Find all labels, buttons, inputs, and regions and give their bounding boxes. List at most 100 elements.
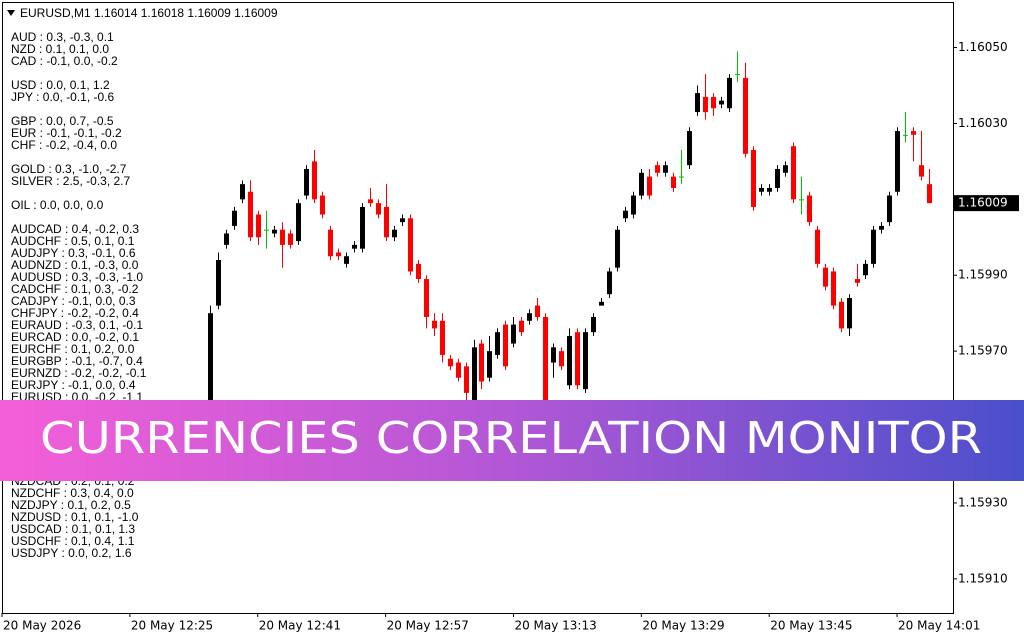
candle-body: [879, 225, 884, 230]
x-tick-label: 20 May 12:25: [131, 619, 213, 633]
correlation-line: AUDJPY : 0.3, -0.1, 0.6: [11, 246, 136, 260]
candle-body: [296, 203, 301, 242]
plot-frame: [2, 2, 954, 614]
x-tick-label: 20 May 13:13: [514, 619, 596, 633]
candle-body: [791, 146, 796, 200]
candle-body: [863, 263, 868, 276]
candle-body: [336, 252, 341, 257]
correlation-line: USDJPY : 0.0, 0.2, 1.6: [11, 546, 132, 560]
candle-body: [360, 206, 365, 249]
candle-body: [408, 218, 413, 272]
candle-body: [647, 176, 652, 196]
y-tick-label: 1.15970: [958, 344, 1008, 358]
candle-body: [416, 263, 421, 280]
candle-body: [623, 210, 628, 219]
candle-body: [855, 279, 860, 283]
candle-body: [535, 305, 540, 317]
axes: 1.16050 1.16030 1.15990 1.15970 1.15930 1.159…: [1, 40, 1019, 633]
y-tick-label: 1.15930: [958, 495, 1008, 509]
correlation-line: NZDJPY : 0.1, 0.2, 0.5: [11, 498, 131, 512]
candle-body: [551, 347, 556, 363]
correlation-line: GOLD : 0.3, -1.0, -2.7: [11, 162, 127, 176]
candle-body: [400, 218, 405, 223]
candle-body: [655, 165, 660, 173]
candle-body: [559, 351, 564, 367]
candle-body: [887, 195, 892, 223]
candles: [208, 51, 932, 409]
candle-body: [424, 279, 429, 317]
correlation-line: CAD : -0.1, 0.0, -0.2: [11, 54, 118, 68]
candle-body: [735, 74, 740, 76]
candle-body: [248, 191, 253, 238]
candle-body: [903, 134, 908, 136]
correlation-line: AUDUSD : 0.3, -0.3, -1.0: [11, 270, 143, 284]
correlation-line: EURNZD : -0.2, -0.2, -0.1: [11, 366, 147, 380]
candle-body: [831, 271, 836, 306]
candle-body: [495, 332, 500, 355]
candle-body: [799, 199, 804, 201]
correlation-line: EURCHF : 0.1, 0.2, 0.0: [11, 342, 135, 356]
correlation-line: AUDCHF : 0.5, 0.1, 0.1: [11, 234, 135, 248]
candle-body: [479, 343, 484, 382]
candle-body: [432, 320, 437, 329]
y-tick-label: 1.16050: [958, 40, 1008, 54]
candle-body: [280, 229, 285, 245]
candle-body: [240, 184, 245, 200]
candle-body: [711, 96, 716, 109]
candle-body: [583, 332, 588, 390]
correlation-line: AUDNZD : 0.1, -0.3, 0.0: [11, 258, 139, 272]
candle-body: [264, 229, 269, 231]
candle-body: [919, 165, 924, 177]
candle-body: [575, 332, 580, 386]
correlation-line: EURCAD : 0.0, -0.2, 0.1: [11, 330, 139, 344]
correlation-line: AUDCAD : 0.4, -0.2, 0.3: [11, 222, 139, 236]
correlation-line: EURJPY : -0.1, 0.0, 0.4: [11, 378, 136, 392]
candle-body: [456, 362, 461, 378]
correlation-line: NZD : 0.1, 0.1, 0.0: [11, 42, 109, 56]
candle-body: [208, 313, 213, 401]
x-tick-label: 20 May 13:45: [770, 619, 852, 633]
candle-body: [911, 131, 916, 135]
candle-body: [368, 199, 373, 204]
candle-body: [272, 229, 277, 234]
candle-body: [320, 195, 325, 215]
banner: [0, 400, 1024, 481]
candle-body: [312, 161, 317, 200]
candle-body: [599, 301, 604, 306]
candle-body: [815, 229, 820, 264]
last-price-label: 1.16009: [958, 196, 1008, 210]
candle-body: [256, 214, 261, 238]
candle-body: [607, 271, 612, 295]
candle-body: [543, 316, 548, 401]
candle-body: [807, 195, 812, 223]
candle-body: [775, 168, 780, 188]
candle-body: [352, 244, 357, 249]
candle-body: [440, 320, 445, 355]
candle-body: [567, 335, 572, 386]
banner-title: CURRENCIES CORRELATION MONITOR: [40, 413, 982, 464]
candle-body: [679, 176, 684, 178]
y-tick-label: 1.15990: [958, 268, 1008, 282]
candle-body: [216, 260, 221, 306]
candle-body: [448, 358, 453, 367]
candle-body: [783, 165, 788, 173]
candle-body: [328, 229, 333, 257]
candle-body: [472, 347, 477, 401]
correlation-line: USDCAD : 0.1, 0.1, 1.3: [11, 522, 135, 536]
candle-body: [695, 93, 700, 113]
symbol-dropdown[interactable]: [7, 10, 15, 16]
correlation-line: NZDCHF : 0.3, 0.4, 0.0: [11, 486, 134, 500]
candle-body: [511, 324, 516, 344]
candle-body: [288, 233, 293, 245]
candle-body: [751, 150, 756, 207]
candle-body: [847, 298, 852, 329]
correlation-line: CHF : -0.2, -0.4, 0.0: [11, 138, 117, 152]
correlation-line: JPY : 0.0, -0.1, -0.6: [11, 90, 114, 104]
x-tick-label: 20 May 14:01: [898, 619, 980, 633]
candle-body: [671, 176, 676, 188]
correlation-line: NZDUSD : 0.1, 0.1, -1.0: [11, 510, 139, 524]
candle-body: [839, 301, 844, 329]
